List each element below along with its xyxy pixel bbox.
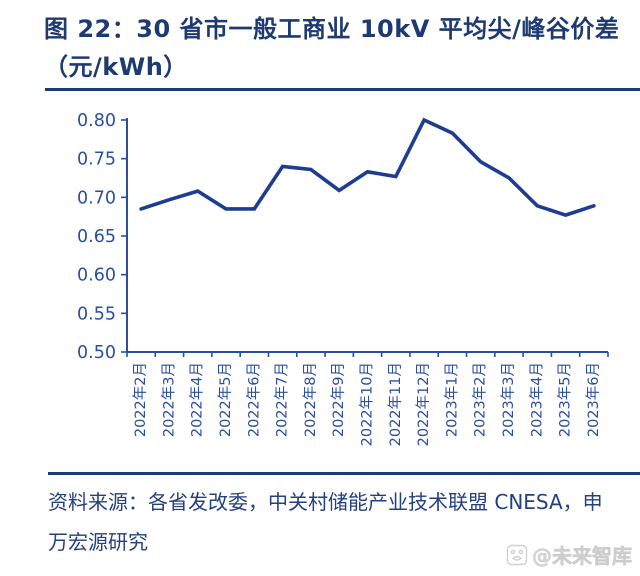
chart-canvas: 0.80 0.75 0.70 0.65 0.60 0.55 0.50 2022年2月 2022年… [77,111,609,446]
y-tick-label: 0.80 [77,111,116,131]
x-tick-label: 2022年7月 [274,362,291,437]
data-series-line [139,117,596,217]
source-attribution: 资料来源：各省发改委，中关村储能产业技术联盟 CNESA，申万宏源研究 [48,490,603,554]
footer-divider [48,472,640,475]
line-chart: 0.80 0.75 0.70 0.65 0.60 0.55 0.50 2022年2月 2022年… [45,100,640,472]
watermark-label: @未来智库 [532,544,633,569]
x-tick-label: 2022年5月 [217,362,234,437]
x-tick-label: 2022年9月 [330,362,347,437]
watermark: @未来智库 [506,540,632,569]
x-tick-label: 2022年6月 [245,362,262,437]
y-tick-label: 0.60 [77,266,116,286]
y-tick-label: 0.75 [77,150,116,170]
title-divider [45,88,640,91]
y-tick-label: 0.50 [77,343,116,363]
paw-icon [506,544,528,565]
figure-title: 图 22：30 省市一般工商业 10kV 平均尖/峰谷价差 （元/kWh） [44,10,630,86]
y-tick-label: 0.70 [77,188,116,208]
y-tick-label: 0.55 [77,304,116,324]
x-tick-label: 2023年4月 [528,362,545,437]
x-tick-label: 2022年8月 [302,362,319,437]
x-tick-label: 2022年11月 [387,362,404,446]
figure-title-line2: （元/kWh） [44,53,188,81]
x-tick-label: 2022年12月 [415,362,432,446]
x-tick-label: 2023年3月 [500,362,517,437]
x-tick-label: 2022年10月 [359,362,376,446]
x-tick-label: 2023年5月 [557,362,574,437]
x-tick-label: 2022年3月 [160,362,177,437]
x-tick-label: 2022年2月 [132,362,149,437]
x-tick-label: 2023年6月 [585,362,602,437]
y-tick-label: 0.65 [77,227,116,247]
figure-title-line1: 图 22：30 省市一般工商业 10kV 平均尖/峰谷价差 [44,15,620,43]
x-tick-label: 2023年1月 [443,362,460,437]
x-tick-label: 2023年2月 [472,362,489,437]
x-tick-label: 2022年4月 [189,362,206,437]
